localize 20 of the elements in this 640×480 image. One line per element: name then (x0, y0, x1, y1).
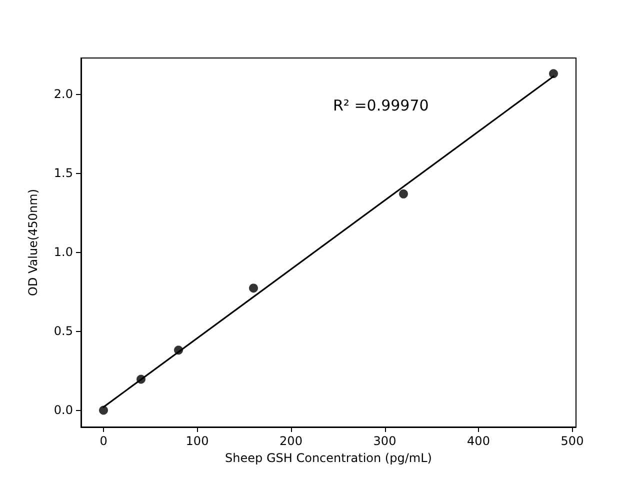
x-tick-label: 0 (100, 434, 108, 448)
point (399, 189, 408, 198)
y-tick-label: 1.5 (54, 166, 73, 180)
x-tick-label: 500 (560, 434, 584, 448)
y-tick-label: 0.5 (54, 324, 73, 338)
x-tick-label: 200 (280, 434, 302, 448)
y-tick-label: 0.0 (54, 403, 73, 418)
point (99, 406, 108, 415)
point (174, 346, 183, 355)
point (136, 374, 146, 384)
x-axis-title: Sheep GSH Concentration (pg/mL) (225, 450, 432, 465)
point (249, 284, 258, 293)
y-tick-label: 1.0 (54, 244, 73, 259)
x-tick-label: 400 (467, 434, 490, 448)
y-tick-label: 2.0 (54, 86, 73, 101)
x-tick-label: 300 (373, 434, 396, 448)
point (549, 69, 558, 78)
annotation: R² =0.99970 (333, 96, 429, 114)
y-axis-title: OD Value(450nm) (26, 188, 40, 296)
x-tick-label: 100 (186, 434, 209, 448)
